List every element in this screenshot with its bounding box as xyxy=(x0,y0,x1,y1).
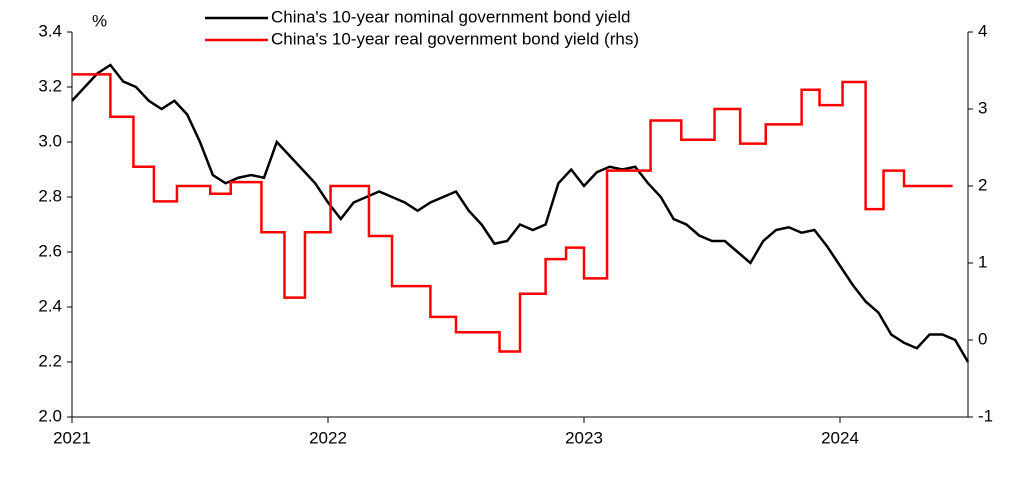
y-tick-label: 3.0 xyxy=(38,131,62,150)
y-tick-label: 2.6 xyxy=(38,241,62,260)
y-tick-label: 3.4 xyxy=(38,21,62,40)
y2-tick-label: 3 xyxy=(978,98,987,117)
x-tick-label: 2022 xyxy=(309,428,347,447)
y-tick-label: 3.2 xyxy=(38,76,62,95)
y2-tick-label: 4 xyxy=(978,21,987,40)
y-tick-label: 2.4 xyxy=(38,296,62,315)
series-line xyxy=(71,63,970,363)
x-tick-label: 2021 xyxy=(53,428,91,447)
y-unit-label: % xyxy=(92,11,107,30)
series-line xyxy=(72,73,953,353)
y2-tick-label: 1 xyxy=(978,252,987,271)
legend-label: China's 10-year real government bond yie… xyxy=(271,29,639,48)
y-tick-label: 2.0 xyxy=(38,406,62,425)
y2-tick-label: 2 xyxy=(978,175,987,194)
y2-tick-label: -1 xyxy=(978,406,993,425)
y2-tick-label: 0 xyxy=(978,329,987,348)
legend-label: China's 10-year nominal government bond … xyxy=(271,7,631,26)
y-tick-label: 2.8 xyxy=(38,186,62,205)
x-tick-label: 2023 xyxy=(565,428,603,447)
y-tick-label: 2.2 xyxy=(38,351,62,370)
x-tick-label: 2024 xyxy=(821,428,859,447)
